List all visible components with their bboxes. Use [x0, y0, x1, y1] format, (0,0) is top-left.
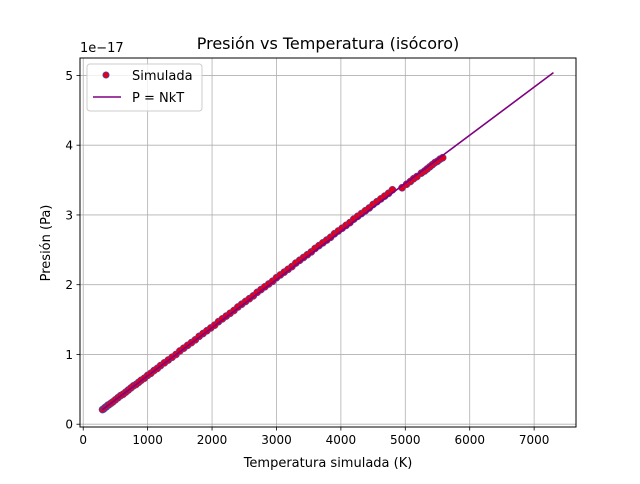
axes-frame [79, 57, 577, 428]
y-tick-label: 5 [65, 69, 73, 83]
x-tick-label: 6000 [454, 433, 485, 447]
x-tick-label: 5000 [390, 433, 421, 447]
chart-title: Presión vs Temperatura (isócoro) [197, 34, 460, 53]
x-axis-label: Temperatura simulada (K) [243, 456, 413, 471]
grid [80, 58, 576, 427]
x-tick-label: 7000 [519, 433, 550, 447]
x-tick-label: 0 [79, 433, 87, 447]
legend-box [86, 63, 203, 112]
x-tick-label: 2000 [197, 433, 228, 447]
legend-label-simulada: Simulada [132, 69, 193, 84]
legend: Simulada P = NkT [86, 63, 203, 112]
y-tick-label: 3 [65, 208, 73, 222]
legend-label-theory: P = NkT [132, 91, 184, 106]
y-tick-label: 4 [65, 139, 73, 153]
y-tick-label: 2 [65, 278, 73, 292]
x-tick-label: 3000 [261, 433, 292, 447]
x-tick-label: 1000 [132, 433, 163, 447]
y-tick-label: 0 [65, 418, 73, 432]
plot-area [98, 72, 554, 414]
x-tick-label: 4000 [326, 433, 357, 447]
y-scale-offset: 1e−17 [80, 41, 124, 56]
y-axis-label: Presión (Pa) [39, 205, 54, 282]
legend-marker-simulada [102, 71, 110, 79]
ticks: 0 1000 2000 3000 4000 5000 6000 7000 0 1 2 3 4 5 [65, 69, 549, 447]
y-tick-label: 1 [65, 348, 73, 362]
theory-line [102, 72, 554, 411]
